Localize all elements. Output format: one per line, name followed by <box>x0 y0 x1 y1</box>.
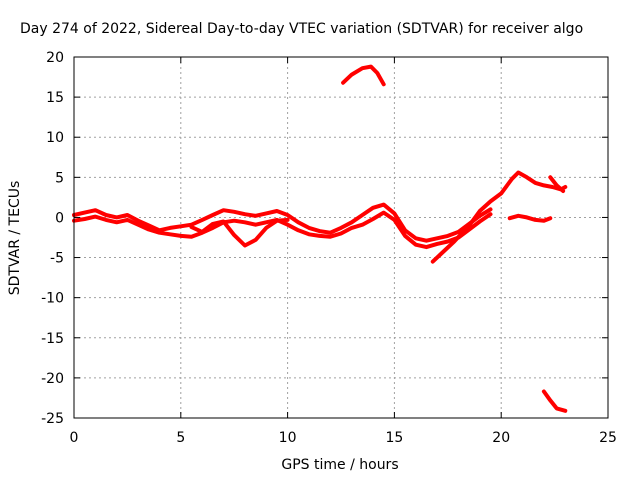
series-line-rise-segment <box>430 170 568 264</box>
y-ticks: 20 15 10 5 0 -5 -10 -15 -20 -25 <box>41 50 608 427</box>
x-axis-label: GPS time / hours <box>281 457 398 473</box>
x-ticks: 0 5 10 15 20 25 <box>70 57 617 446</box>
y-tick-label: -10 <box>41 291 64 307</box>
y-tick-label: 10 <box>46 130 64 146</box>
plot-frame <box>73 56 609 419</box>
series-line-dip-loop <box>189 217 290 248</box>
y-tick-label: 5 <box>55 170 64 186</box>
series-line-short-tail <box>548 175 566 193</box>
series-group <box>72 64 568 413</box>
chart-title: Day 274 of 2022, Sidereal Day-to-day VTE… <box>20 21 583 37</box>
x-tick-label: 10 <box>279 430 297 446</box>
y-tick-label: 20 <box>46 50 64 66</box>
x-tick-label: 25 <box>599 430 617 446</box>
y-tick-label: -25 <box>41 411 64 427</box>
x-tick-label: 5 <box>176 430 185 446</box>
x-tick-label: 20 <box>492 430 510 446</box>
y-axis-label: SDTVAR / TECUs <box>7 181 23 296</box>
series-line-mid-segment <box>507 213 553 223</box>
series-line-upper-arc <box>341 64 386 87</box>
y-tick-label: 0 <box>55 210 64 226</box>
x-tick-label: 15 <box>385 430 403 446</box>
y-tick-label: 15 <box>46 90 64 106</box>
x-tick-label: 0 <box>70 430 79 446</box>
grid <box>74 57 608 418</box>
y-tick-label: -20 <box>41 371 64 387</box>
y-tick-label: -15 <box>41 331 64 347</box>
y-tick-label: -5 <box>50 251 64 267</box>
series-line-main-band-a <box>72 202 493 243</box>
series-line-lower-segment <box>541 389 568 413</box>
